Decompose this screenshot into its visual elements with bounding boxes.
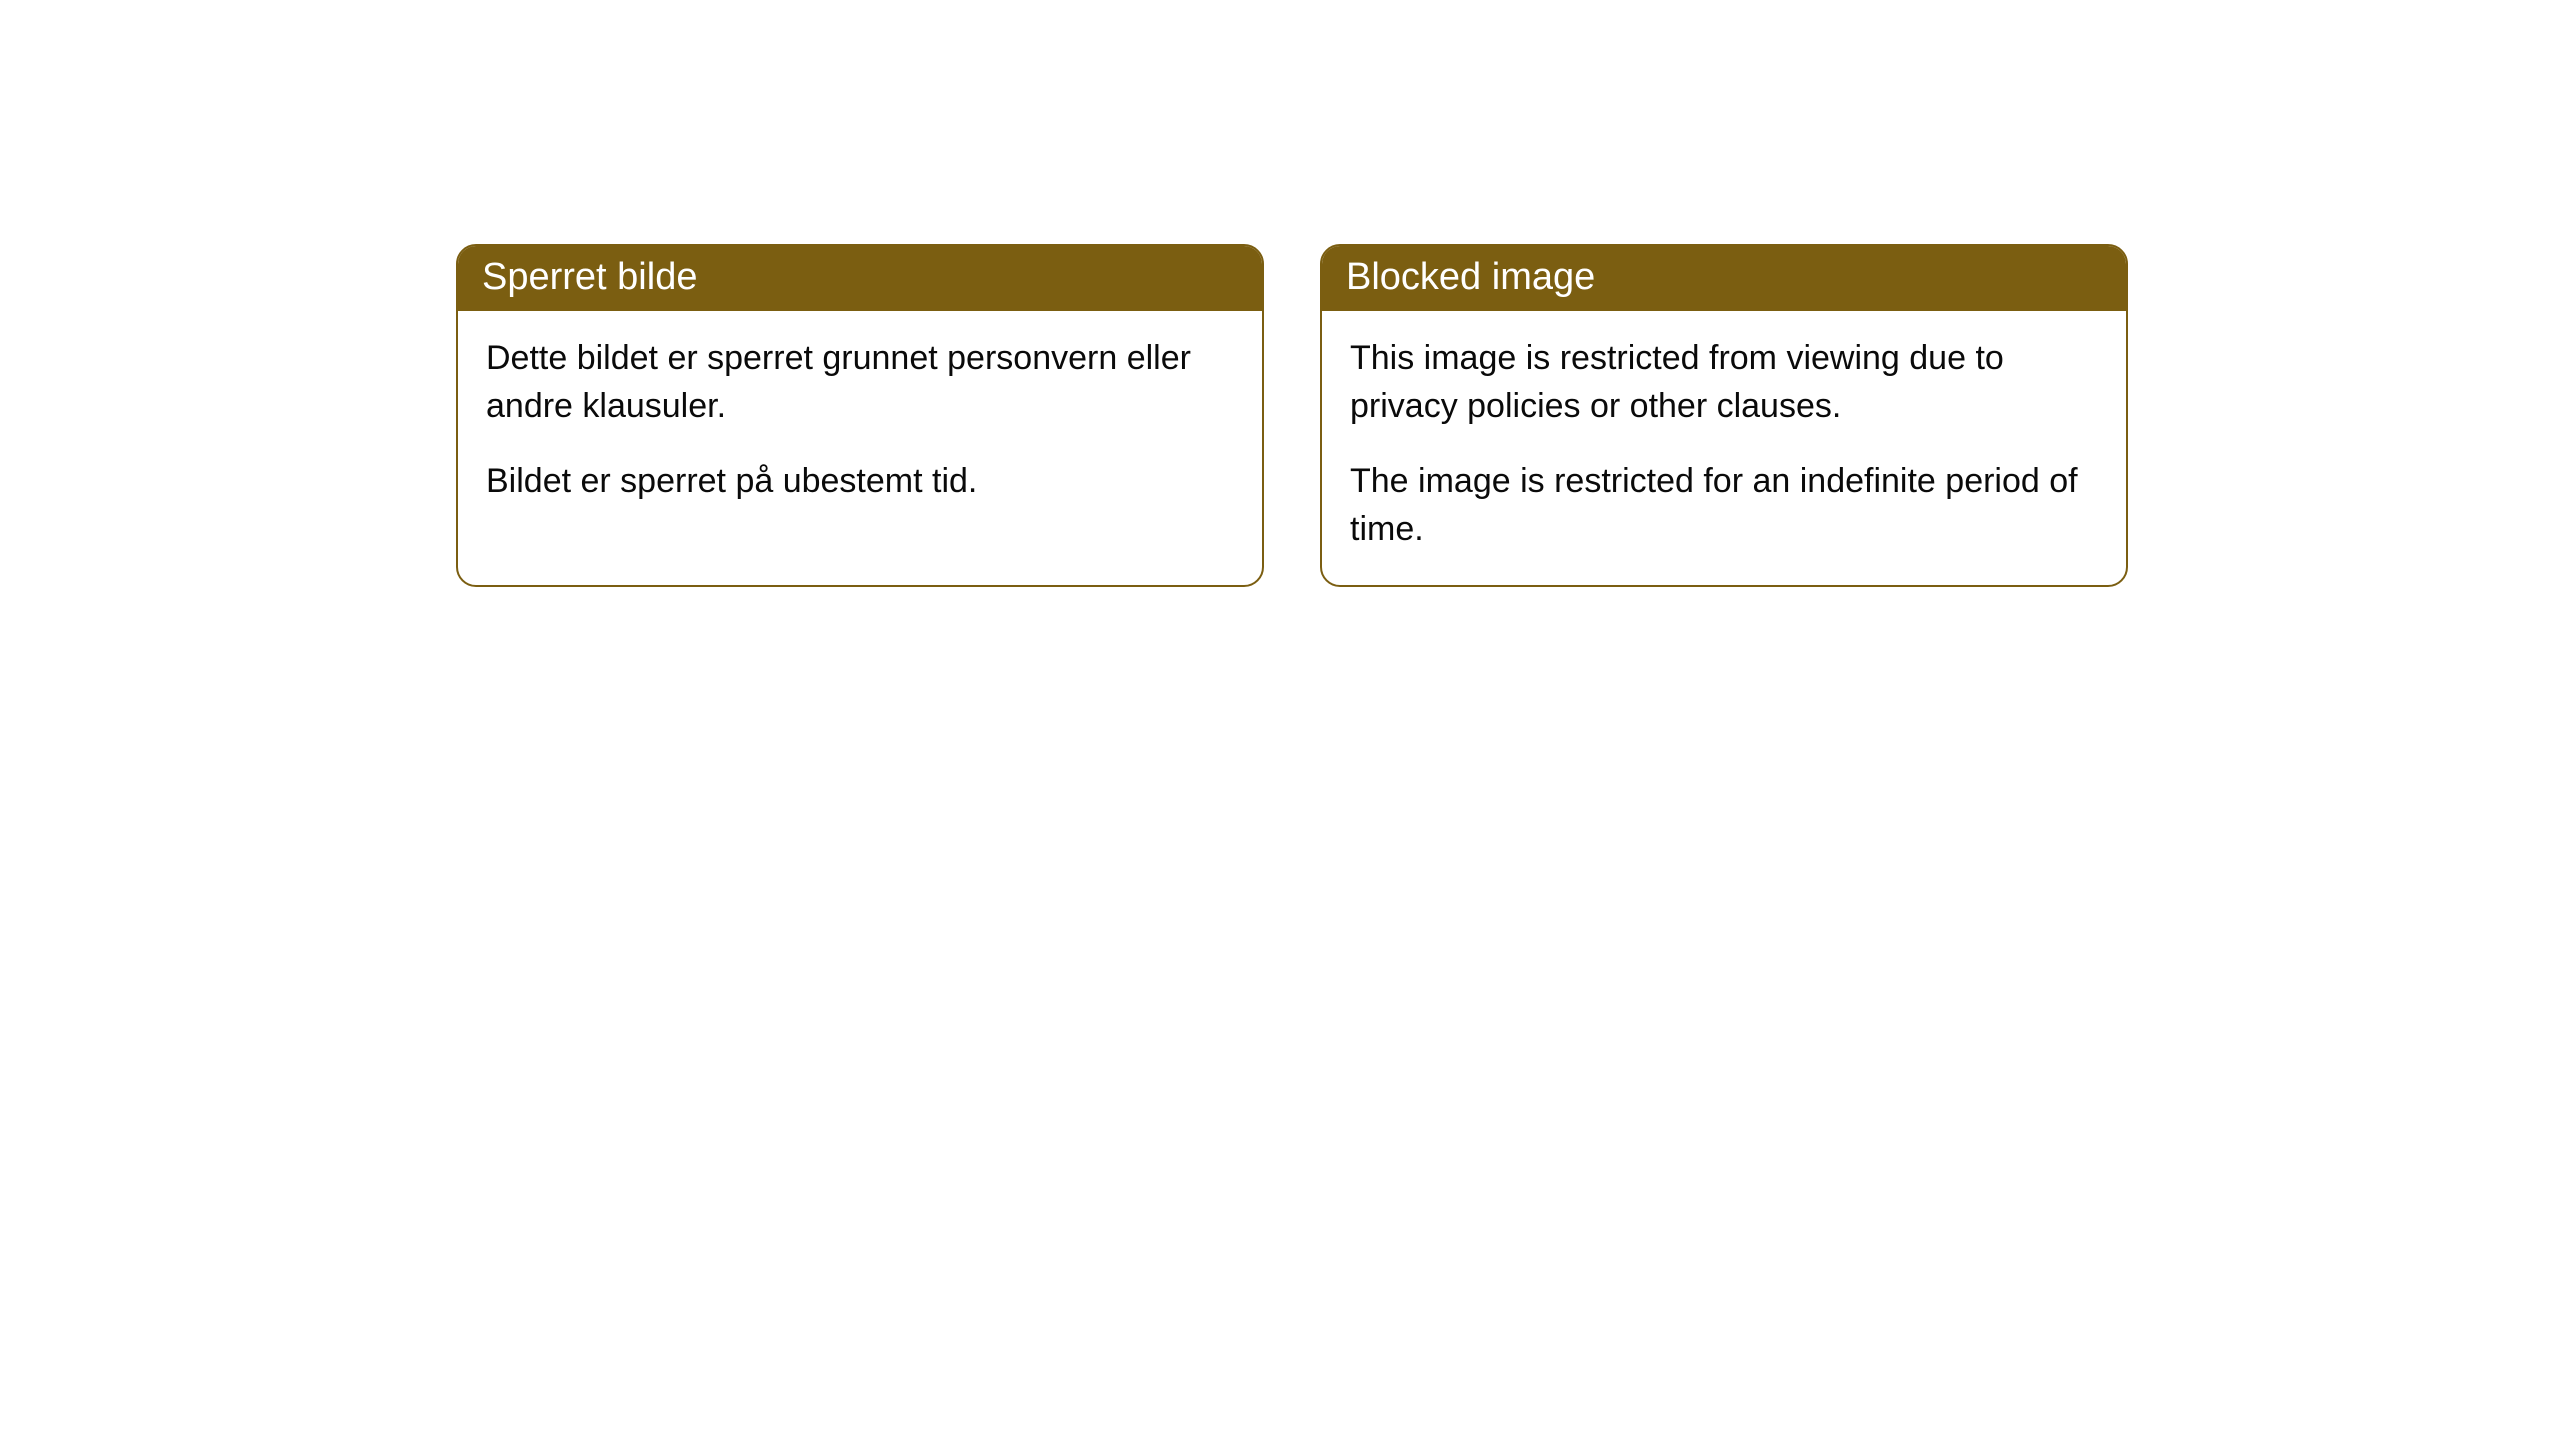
card-title: Blocked image	[1346, 256, 1595, 298]
blocked-image-card-norwegian: Sperret bilde Dette bildet er sperret gr…	[456, 244, 1264, 587]
card-paragraph: The image is restricted for an indefinit…	[1350, 458, 2098, 553]
card-paragraph: Dette bildet er sperret grunnet personve…	[486, 335, 1234, 430]
card-paragraph: This image is restricted from viewing du…	[1350, 335, 2098, 430]
card-header: Blocked image	[1322, 246, 2126, 311]
card-body: This image is restricted from viewing du…	[1322, 311, 2126, 585]
card-paragraph: Bildet er sperret på ubestemt tid.	[486, 458, 1234, 506]
card-header: Sperret bilde	[458, 246, 1262, 311]
card-body: Dette bildet er sperret grunnet personve…	[458, 311, 1262, 538]
cards-container: Sperret bilde Dette bildet er sperret gr…	[456, 244, 2560, 587]
card-title: Sperret bilde	[482, 256, 697, 298]
blocked-image-card-english: Blocked image This image is restricted f…	[1320, 244, 2128, 587]
